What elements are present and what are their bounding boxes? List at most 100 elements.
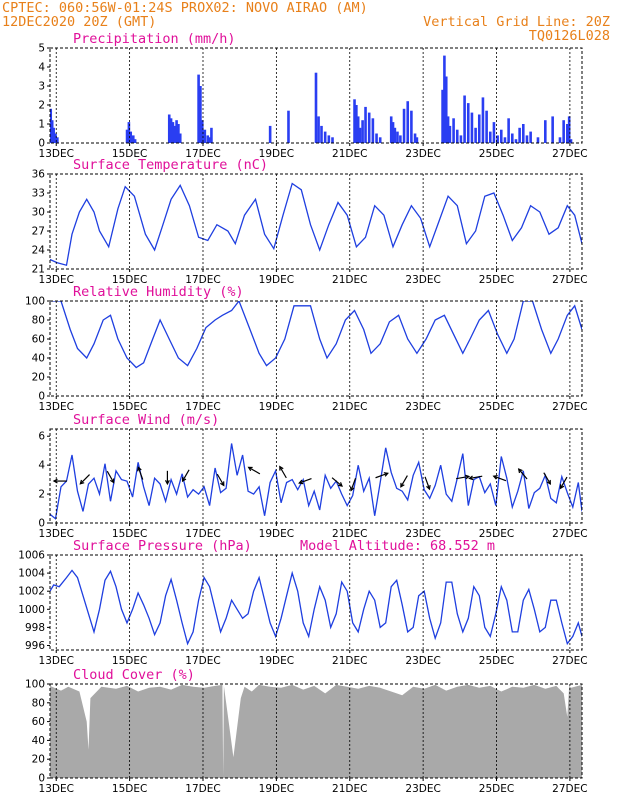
temperature-y-tick-label: 24 — [32, 245, 46, 257]
precip-bar — [544, 120, 547, 143]
humidity-x-tick-label: 21DEC — [332, 401, 367, 413]
temperature-title: Surface Temperature (nC) — [73, 157, 268, 173]
precip-bar — [268, 125, 272, 143]
wind-x-tick-label: 15DEC — [112, 528, 147, 540]
cloud-cover-x-tick-label: 15DEC — [112, 783, 147, 795]
precip-bar — [175, 120, 178, 143]
humidity-y-tick-label: 100 — [25, 296, 45, 308]
wind-title: Surface Wind (m/s) — [73, 412, 219, 428]
pressure-title: Surface Pressure (hPa) — [73, 538, 252, 554]
wind-vector — [492, 475, 507, 482]
precip-bar — [314, 72, 318, 143]
precip-bar — [551, 116, 554, 143]
precip-bar — [129, 131, 133, 143]
precip-bar — [125, 129, 129, 143]
precip-bar — [389, 116, 393, 143]
precip-bar — [367, 112, 371, 143]
precip-bar — [470, 112, 474, 143]
precip-bar — [127, 122, 131, 143]
precipitation-x-tick-label: 25DEC — [479, 148, 514, 160]
wind-vector — [517, 468, 528, 480]
precip-bar — [356, 116, 360, 143]
temperature-x-tick-label: 15DEC — [112, 274, 147, 286]
wind-vector — [216, 473, 225, 487]
precip-bar — [444, 76, 448, 143]
precipitation-x-tick-label: 21DEC — [332, 148, 367, 160]
temperature-y-tick-label: 27 — [32, 226, 45, 238]
precip-bar — [203, 129, 207, 143]
wind-x-tick-label: 27DEC — [552, 528, 587, 540]
cloud-cover-y-tick-label: 100 — [25, 679, 45, 691]
precipitation-title: Precipitation (mm/h) — [73, 31, 236, 47]
temperature-y-tick-label: 36 — [32, 169, 46, 181]
wind-vector — [559, 476, 568, 490]
wind-vector — [400, 475, 408, 488]
precip-bar — [514, 139, 518, 143]
wind-vector — [79, 474, 90, 485]
precip-bar — [54, 133, 57, 143]
humidity-x-tick-label: 13DEC — [39, 401, 74, 413]
header-grid-line: Vertical Grid Line: 20Z — [423, 14, 610, 30]
precip-bar — [503, 137, 507, 143]
cloud-cover-x-tick-label: 19DEC — [259, 783, 294, 795]
cloud-cover-y-tick-label: 20 — [32, 754, 45, 766]
wind-vector — [331, 477, 343, 487]
pressure-x-tick-label: 13DEC — [39, 655, 74, 667]
wind-y-tick-label: 2 — [38, 489, 45, 501]
pressure-y-tick-label: 1000 — [18, 604, 45, 616]
precip-bar — [474, 127, 477, 143]
precip-bar — [393, 127, 397, 143]
precip-bar — [481, 97, 485, 143]
humidity-y-tick-label: 0 — [38, 391, 45, 403]
pressure-x-tick-label: 23DEC — [405, 655, 440, 667]
precip-bar — [415, 137, 419, 143]
wind-x-tick-label: 19DEC — [259, 528, 294, 540]
precip-bar — [485, 110, 488, 143]
precip-bar — [131, 135, 135, 143]
wind-vector — [456, 474, 471, 480]
temperature-frame — [49, 173, 583, 270]
humidity-frame — [49, 300, 583, 397]
precip-bar — [50, 120, 54, 143]
precipitation-x-tick-label: 23DEC — [405, 148, 440, 160]
precipitation-x-tick-label: 17DEC — [185, 148, 220, 160]
humidity-x-tick-label: 17DEC — [185, 401, 220, 413]
humidity-line — [50, 301, 582, 369]
pressure-y-tick-label: 1004 — [18, 568, 45, 580]
precipitation-x-tick-label: 27DEC — [552, 148, 587, 160]
temperature-x-tick-label: 25DEC — [479, 274, 514, 286]
precip-bar — [499, 129, 503, 143]
temperature-y-tick-label: 33 — [32, 188, 45, 200]
cloud-cover-panel: Cloud Cover (%) 0 20 40 60 80 100 13DEC 15DEC 17D… — [25, 667, 588, 795]
precip-bar — [320, 125, 323, 143]
precipitation-y-tick-label: 3 — [38, 81, 45, 93]
precip-bar — [167, 114, 171, 143]
temperature-x-tick-label: 21DEC — [332, 274, 367, 286]
cloud-cover-y-tick-label: 60 — [32, 716, 45, 728]
precipitation-y-tick-label: 4 — [38, 62, 45, 74]
humidity-x-tick-label: 15DEC — [112, 401, 147, 413]
precipitation-y-tick-label: 2 — [38, 100, 45, 112]
cloud-cover-area — [50, 684, 582, 778]
pressure-x-tick-label: 17DEC — [185, 655, 220, 667]
precip-bar — [492, 122, 496, 143]
precip-bar — [448, 125, 452, 143]
precip-bar — [466, 103, 470, 143]
temperature-y-tick-label: 21 — [32, 264, 45, 276]
pressure-x-tick-label: 21DEC — [332, 655, 367, 667]
wind-vector — [164, 470, 170, 486]
precip-bar — [562, 120, 565, 143]
wind-vector — [137, 466, 144, 480]
precip-bar — [396, 131, 399, 143]
precip-bar — [331, 137, 334, 143]
pressure-y-tick-label: 998 — [25, 622, 45, 634]
precipitation-x-tick-label: 13DEC — [39, 148, 74, 160]
precip-bar — [378, 137, 382, 143]
precip-bar — [364, 106, 367, 143]
precip-bar — [459, 135, 463, 143]
wind-x-tick-label: 21DEC — [332, 528, 367, 540]
precip-bar — [317, 116, 320, 143]
precipitation-frame — [49, 47, 583, 144]
precip-bar — [355, 105, 358, 143]
wind-vector — [543, 472, 551, 486]
